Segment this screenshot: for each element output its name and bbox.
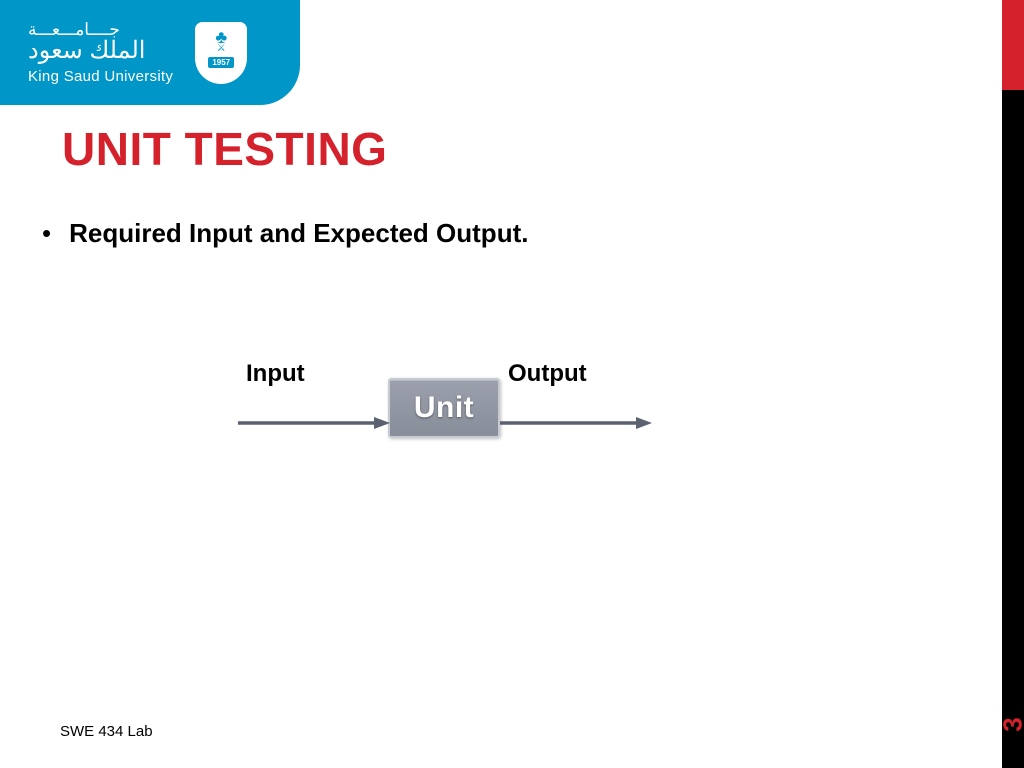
input-label: Input bbox=[246, 360, 305, 388]
logo-arabic-bottom: الملك سعود bbox=[28, 38, 145, 63]
footer-course-label: SWE 434 Lab bbox=[60, 723, 153, 740]
logo-english: King Saud University bbox=[28, 69, 173, 85]
output-label: Output bbox=[508, 360, 587, 388]
sidebar-stripe-black bbox=[1002, 0, 1024, 768]
page-number: 3 bbox=[997, 717, 1024, 731]
sidebar-stripe-red bbox=[1002, 0, 1024, 90]
shield-icon: ♣ ⚔ 1957 bbox=[195, 22, 247, 84]
logo-arabic-top: جــــامـــعـــة bbox=[28, 21, 120, 39]
unit-flow-diagram: Input Unit Output bbox=[236, 378, 652, 438]
bullet-item: • Required Input and Expected Output. bbox=[42, 218, 528, 249]
bullet-dot-icon: • bbox=[42, 220, 51, 246]
slide-title: UNIT TESTING bbox=[62, 122, 387, 176]
input-arrow-group: Input bbox=[236, 386, 390, 430]
unit-node-label: Unit bbox=[414, 391, 474, 425]
bullet-list: • Required Input and Expected Output. bbox=[42, 218, 528, 249]
arrow-right-icon bbox=[236, 416, 390, 430]
arrow-right-icon bbox=[498, 416, 652, 430]
output-arrow-group: Output bbox=[498, 386, 652, 430]
university-logo: جــــامـــعـــة الملك سعود King Saud Uni… bbox=[0, 0, 300, 105]
swords-icon: ⚔ bbox=[217, 44, 226, 54]
shield-year: 1957 bbox=[208, 57, 234, 68]
logo-text: جــــامـــعـــة الملك سعود King Saud Uni… bbox=[28, 21, 173, 85]
bullet-text: Required Input and Expected Output. bbox=[69, 218, 528, 249]
unit-node: Unit bbox=[388, 378, 500, 438]
